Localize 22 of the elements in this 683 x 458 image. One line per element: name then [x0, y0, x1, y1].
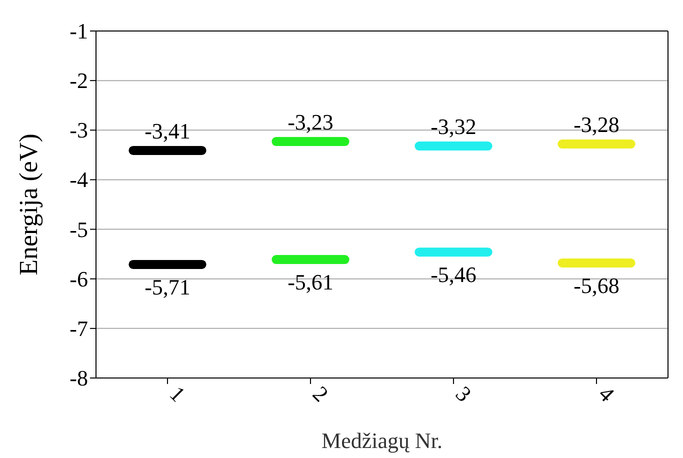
- data-label: -5,71: [144, 274, 190, 300]
- data-label: -5,46: [430, 262, 476, 288]
- y-tick-label: -7: [70, 316, 88, 341]
- y-axis-title: Energija (eV): [14, 134, 44, 276]
- y-tick-label: -6: [70, 266, 88, 292]
- x-axis-title: Medžiagų Nr.: [322, 428, 442, 453]
- x-tick-label: 4: [594, 381, 620, 407]
- y-tick-label: -1: [70, 18, 88, 44]
- x-tick-label: 3: [450, 381, 476, 407]
- data-label: -3,41: [144, 118, 190, 144]
- x-tick-label: 1: [164, 381, 190, 407]
- y-tick-label: -2: [70, 68, 88, 94]
- y-tick-label: -8: [70, 366, 88, 390]
- y-tick-label: -3: [70, 118, 88, 143]
- data-label: -3,28: [574, 112, 620, 138]
- data-label: -3,23: [288, 110, 334, 135]
- data-label: -5,68: [574, 272, 620, 298]
- y-tick-label: -4: [70, 167, 88, 192]
- data-label: -3,32: [430, 114, 476, 140]
- x-tick-label: 2: [308, 381, 334, 407]
- data-label: -5,61: [288, 270, 334, 295]
- y-tick-label: -5: [70, 216, 88, 242]
